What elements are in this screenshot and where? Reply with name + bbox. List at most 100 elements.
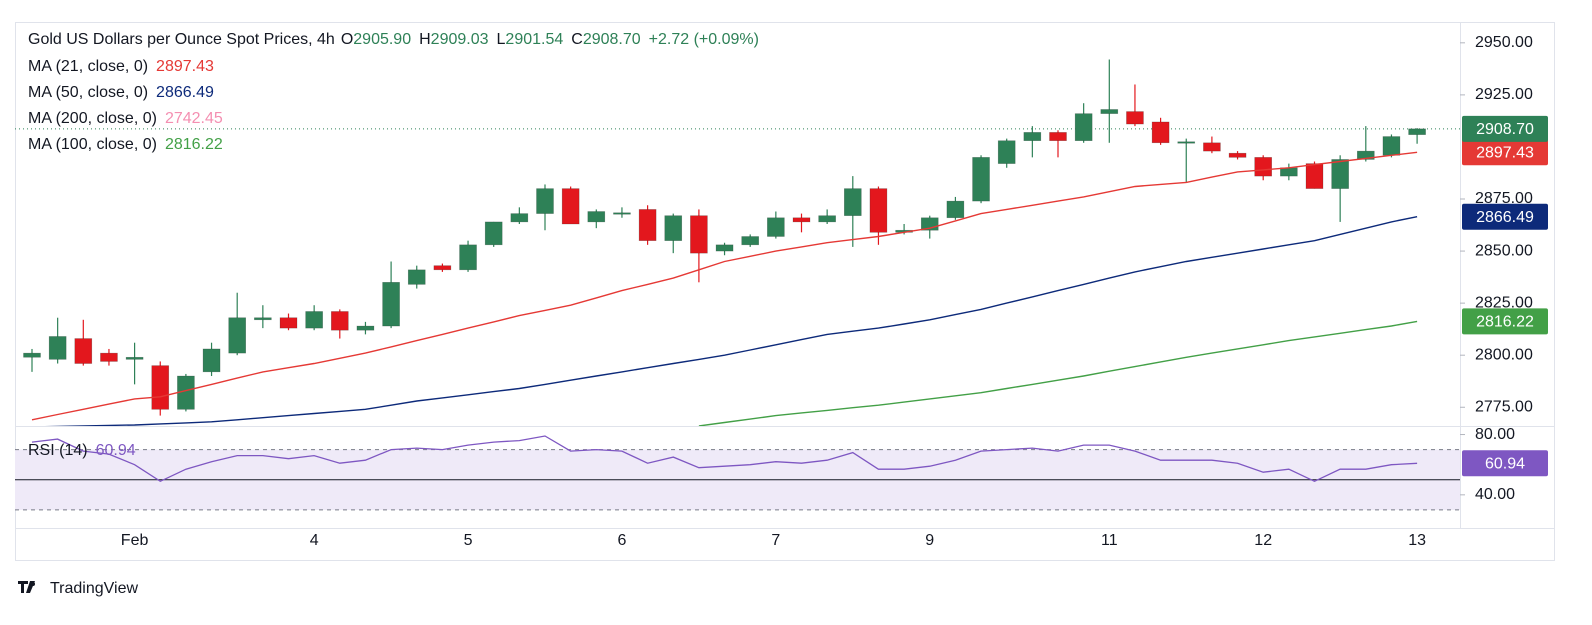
moving-average-line [698, 320, 1418, 426]
candle-body [1023, 132, 1042, 142]
price-tick-label: 2925.00 [1475, 86, 1533, 103]
price-tick-label: 2875.00 [1475, 190, 1533, 207]
candle-body [1331, 159, 1349, 189]
ohlc-key: O [341, 31, 353, 48]
candle-body [587, 211, 606, 223]
x-tick-label: 12 [1254, 532, 1272, 549]
rsi-legend: RSI (14) 60.94 [28, 442, 136, 459]
candle-body [972, 157, 990, 202]
candle-body [536, 188, 554, 214]
x-tick-label: 5 [464, 532, 473, 549]
candle-body [1228, 152, 1247, 158]
last-price-badge [1462, 115, 1548, 142]
ohlc-key: L [497, 31, 506, 48]
legend-value: 2897.43 [156, 58, 214, 75]
candle-body [305, 311, 323, 329]
ohlc-value: 2909.03 [431, 31, 489, 48]
ohlc-value: 2908.70 [583, 31, 641, 48]
candle-body [1357, 150, 1375, 160]
rsi [31, 435, 1418, 483]
candle-body [767, 217, 785, 237]
rsi-line [31, 435, 1418, 483]
candle-body [690, 215, 708, 254]
legend-entry: MA (50, close, 0) 2866.49 [28, 84, 214, 101]
candle-body [459, 244, 477, 271]
rsi-name: RSI (14) [28, 442, 88, 459]
candle-body [1074, 113, 1093, 142]
legend-value: 2742.45 [165, 110, 223, 127]
legend-name: MA (200, close, 0) [28, 110, 157, 127]
price-tick-label: 2950.00 [1475, 34, 1533, 51]
ohlc-key: C [571, 31, 583, 48]
candle-body [561, 188, 580, 225]
ma-badge-label: 2816.22 [1476, 314, 1534, 331]
candle-body [407, 269, 426, 285]
x-tick-label: 4 [310, 532, 319, 549]
candle-body [382, 282, 400, 327]
ma-badge-label: 2866.49 [1476, 209, 1534, 226]
candle-body [792, 217, 811, 223]
candle-body [946, 200, 965, 219]
last-price-badge-label: 2908.70 [1476, 121, 1534, 138]
candle-body [202, 348, 221, 373]
candle-body [330, 311, 349, 331]
candle-body [1203, 142, 1221, 152]
candle-body [741, 236, 760, 246]
legend-entry: MA (100, close, 0) 2816.22 [28, 136, 223, 153]
x-tick-label: 9 [925, 532, 934, 549]
candle-body [1126, 111, 1144, 125]
brand-logo [18, 581, 35, 593]
candle-body [638, 209, 657, 241]
ohlc-value: 2905.90 [353, 31, 411, 48]
candle-body [1254, 157, 1272, 177]
ma-badge [1462, 308, 1548, 335]
candle-body [715, 244, 734, 252]
candle-body [1049, 132, 1067, 142]
x-tick-label: 11 [1101, 532, 1118, 549]
rsi-value: 60.94 [96, 442, 136, 459]
rsi-badge-label: 60.94 [1485, 455, 1525, 472]
candle-body [48, 336, 67, 360]
x-tick-label: 6 [617, 532, 626, 549]
candle-body [74, 338, 93, 364]
candle-body [510, 213, 529, 223]
price-tick-label: 2775.00 [1475, 398, 1533, 415]
brand: TradingView [50, 580, 138, 597]
legend-value: 2816.22 [165, 136, 223, 153]
candle-body [997, 140, 1016, 164]
ohlc-value: 2901.54 [505, 31, 563, 48]
legend-name: MA (21, close, 0) [28, 58, 148, 75]
brand-logo-dot [31, 582, 35, 586]
frame [15, 22, 1555, 561]
candles [23, 59, 1426, 416]
legend-name: MA (100, close, 0) [28, 136, 157, 153]
candle-body [23, 352, 41, 358]
x-tick-label: 13 [1408, 532, 1426, 549]
price-tick-label: 2850.00 [1475, 242, 1533, 259]
candle-body [664, 215, 683, 241]
candle-body [843, 188, 862, 216]
candle-body [433, 265, 452, 271]
header: Gold US Dollars per Ounce Spot Prices, 4… [28, 31, 759, 48]
x-tick-label: 7 [771, 532, 780, 549]
rsi-tick-label: 80.00 [1475, 426, 1515, 443]
ma-badge [1462, 139, 1548, 166]
candle-body [125, 356, 144, 360]
candle-body [254, 317, 272, 321]
moving-average-line [31, 151, 1418, 421]
candle-body [818, 215, 836, 223]
legend-name: MA (50, close, 0) [28, 84, 148, 101]
price-tick-label: 2825.00 [1475, 294, 1533, 311]
candle-body [1151, 121, 1170, 144]
candle-body [279, 317, 298, 329]
candle-body [1177, 141, 1196, 144]
candle-body [484, 221, 503, 246]
legend-value: 2866.49 [156, 84, 214, 101]
change: +2.72 (+0.09%) [649, 31, 759, 48]
candle-body [1305, 163, 1324, 189]
legend-entry: MA (200, close, 0) 2742.45 [28, 110, 223, 127]
ohlc-key: H [419, 31, 431, 48]
moving-averages [31, 151, 1418, 426]
candle-body [356, 325, 375, 331]
